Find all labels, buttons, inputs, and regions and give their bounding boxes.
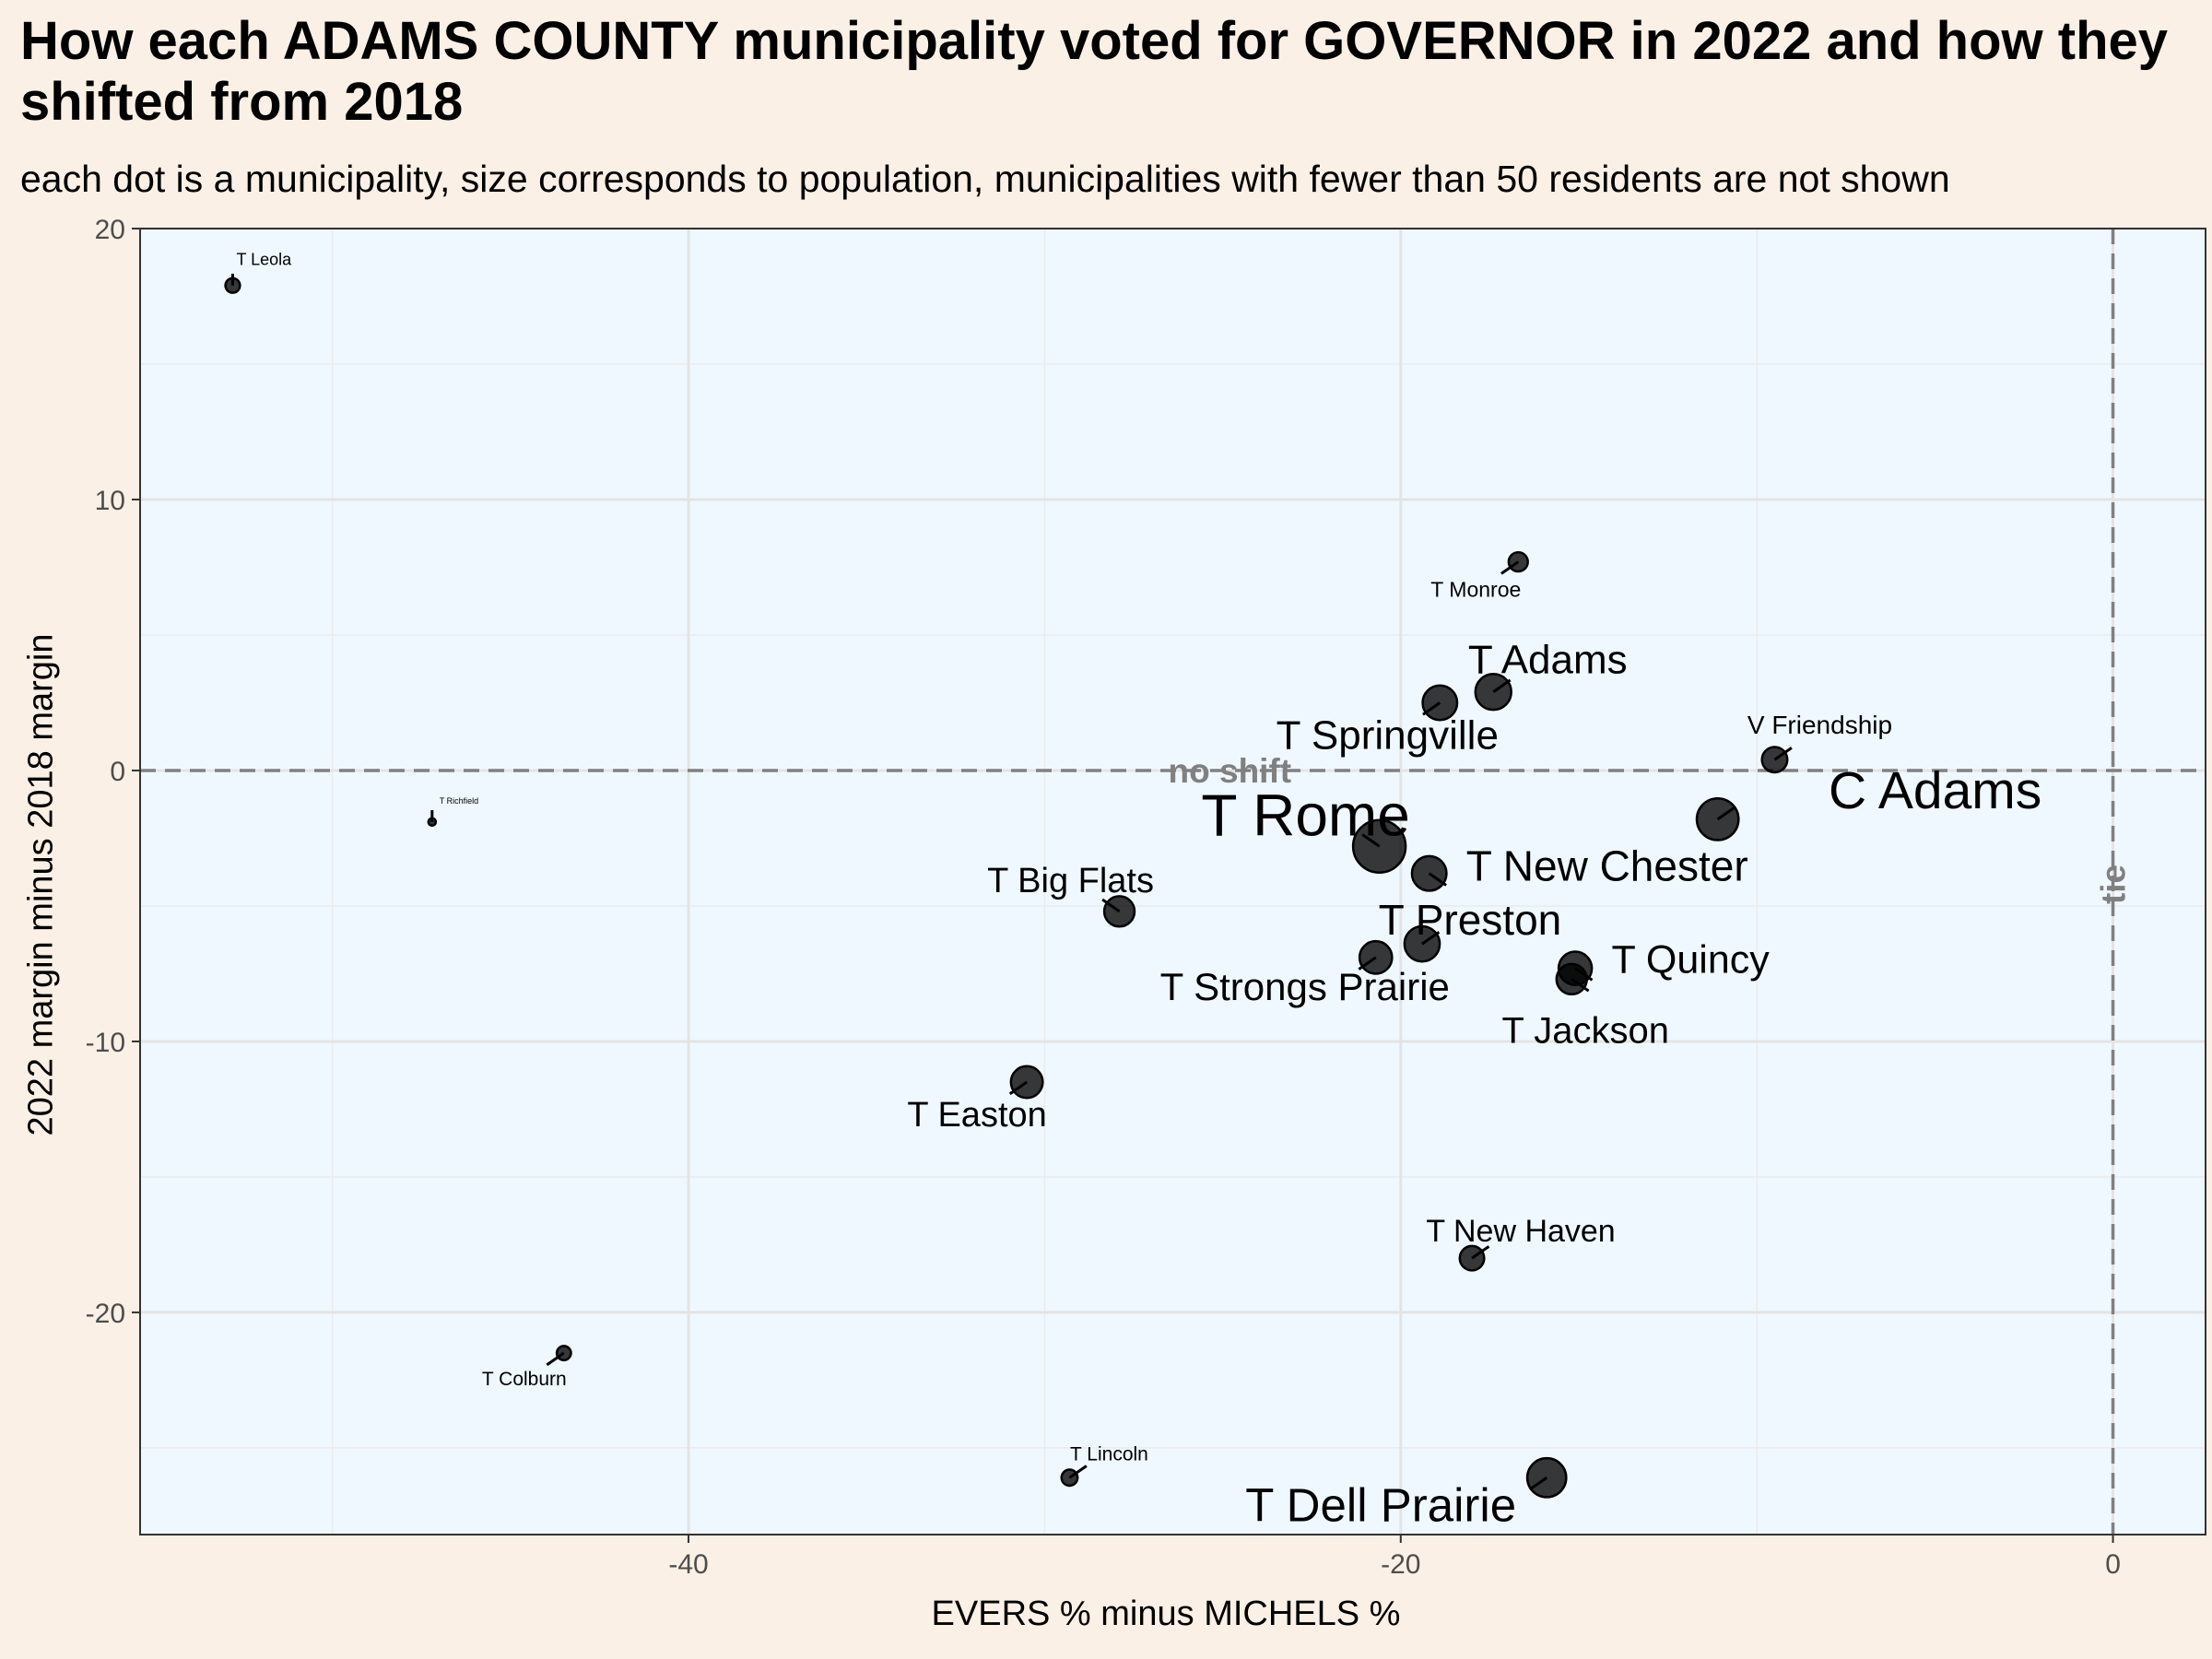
x-tick-label: -20	[1381, 1549, 1420, 1580]
x-axis-label: EVERS % minus MICHELS %	[931, 1594, 1401, 1633]
municipality-point	[1351, 818, 1407, 875]
municipality-label: T Easton	[907, 1096, 1046, 1135]
municipality-label: T Springville	[1277, 712, 1499, 758]
municipality-point	[1102, 895, 1136, 928]
municipality-point	[1555, 962, 1588, 996]
y-tick-label: -20	[86, 1299, 125, 1329]
chart-subtitle: each dot is a municipality, size corresp…	[20, 158, 1950, 200]
municipality-point	[1358, 939, 1394, 975]
y-tick-label: 0	[110, 757, 125, 787]
plot-border	[139, 228, 2206, 1535]
municipality-point	[1421, 684, 1459, 722]
municipality-label: T Adams	[1468, 638, 1628, 683]
municipality-label: T Colburn	[482, 1369, 567, 1390]
municipality-point	[1507, 550, 1529, 573]
y-tick-label: 20	[95, 215, 125, 245]
municipality-label: T Rome	[1201, 782, 1409, 848]
municipality-label: T Dell Prairie	[1245, 1478, 1516, 1531]
y-tick-label: -10	[86, 1028, 125, 1058]
municipality-label: T Quincy	[1611, 938, 1770, 982]
municipality-point	[555, 1345, 572, 1361]
municipality-point	[1009, 1065, 1044, 1100]
municipality-point	[1060, 1468, 1079, 1488]
municipality-label: T Big Flats	[987, 862, 1154, 900]
municipality-point	[1760, 746, 1789, 774]
x-tick-label: -40	[668, 1549, 708, 1580]
municipality-label: C Adams	[1829, 761, 2041, 820]
municipality-point	[1458, 1244, 1486, 1272]
municipality-label: T Strongs Prairie	[1160, 965, 1450, 1008]
y-tick-label: 10	[95, 486, 125, 516]
municipality-label: T New Haven	[1426, 1214, 1615, 1249]
no-shift-label: no shift	[1169, 752, 1292, 790]
municipality-label: T Preston	[1379, 896, 1562, 944]
plot-panel	[140, 229, 2206, 1535]
x-tick-label: 0	[2105, 1549, 2121, 1580]
chart-title: How each ADAMS COUNTY municipality voted…	[20, 11, 2169, 132]
municipality-point	[1403, 924, 1441, 963]
municipality-label: T Lincoln	[1070, 1443, 1148, 1465]
municipality-label: T Monroe	[1430, 578, 1521, 602]
municipality-label: T Jackson	[1501, 1010, 1669, 1051]
municipality-point	[1695, 796, 1740, 841]
municipality-point	[1410, 854, 1448, 892]
municipality-point	[1525, 1456, 1568, 1499]
municipality-label: T Richfield	[440, 796, 478, 806]
municipality-point	[1474, 673, 1512, 712]
municipality-label: T Leola	[236, 251, 292, 269]
municipality-label: T New Chester	[1466, 842, 1748, 890]
municipality-point	[427, 817, 438, 828]
municipality-label: V Friendship	[1747, 711, 1892, 739]
tie-label: tie	[2095, 865, 2133, 904]
municipality-point	[224, 276, 241, 294]
